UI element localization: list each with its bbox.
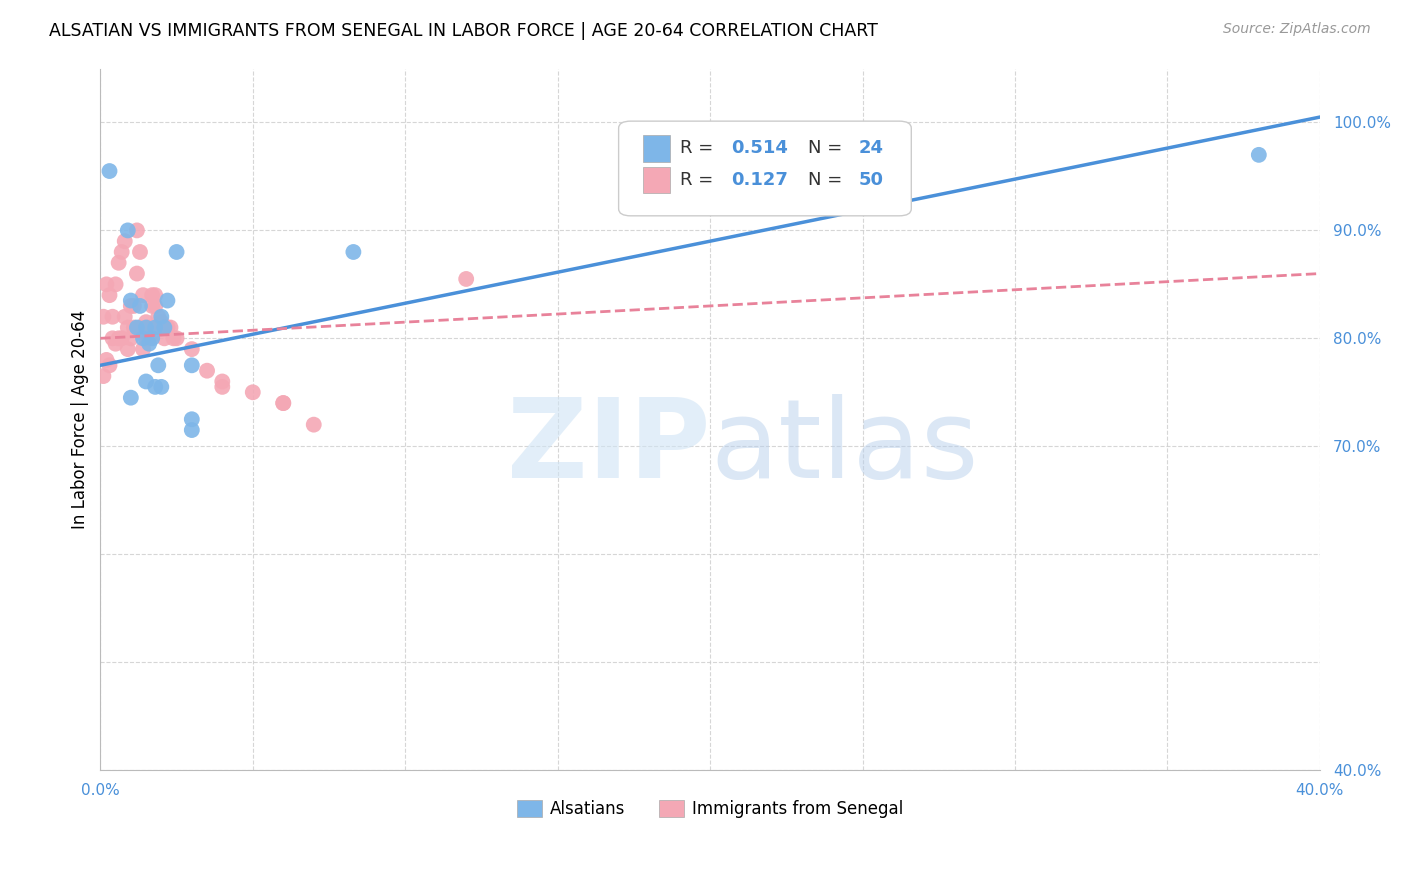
- Point: [135, 320, 157, 334]
- Point: [138, 336, 160, 351]
- Point: [143, 380, 166, 394]
- Text: R =: R =: [679, 171, 718, 189]
- Point: [104, 336, 127, 351]
- Point: [114, 310, 136, 324]
- Point: [125, 267, 148, 281]
- Text: 0.514: 0.514: [731, 139, 787, 158]
- Point: [456, 272, 478, 286]
- Text: 24: 24: [859, 139, 884, 158]
- Point: [271, 396, 294, 410]
- Point: [114, 234, 136, 248]
- Point: [271, 396, 294, 410]
- Point: [117, 320, 139, 334]
- Point: [96, 277, 118, 292]
- Point: [120, 391, 142, 405]
- Point: [98, 288, 121, 302]
- Point: [101, 310, 124, 324]
- Point: [302, 417, 325, 432]
- Text: ALSATIAN VS IMMIGRANTS FROM SENEGAL IN LABOR FORCE | AGE 20-64 CORRELATION CHART: ALSATIAN VS IMMIGRANTS FROM SENEGAL IN L…: [49, 22, 879, 40]
- Point: [107, 331, 129, 345]
- Point: [135, 331, 157, 345]
- Point: [211, 380, 233, 394]
- Text: N =: N =: [807, 139, 848, 158]
- Point: [180, 342, 202, 356]
- Point: [132, 342, 155, 356]
- Point: [166, 244, 188, 259]
- Point: [143, 288, 166, 302]
- Point: [93, 369, 115, 384]
- Point: [195, 364, 218, 378]
- Point: [180, 412, 202, 426]
- Text: R =: R =: [679, 139, 718, 158]
- Point: [129, 320, 152, 334]
- Point: [242, 385, 264, 400]
- Point: [141, 288, 163, 302]
- Text: 50: 50: [859, 171, 884, 189]
- Point: [125, 320, 148, 334]
- FancyBboxPatch shape: [643, 167, 669, 194]
- Point: [122, 320, 145, 334]
- Point: [125, 223, 148, 237]
- Point: [107, 256, 129, 270]
- Point: [104, 277, 127, 292]
- Point: [138, 320, 160, 334]
- Text: atlas: atlas: [710, 393, 979, 500]
- Point: [150, 380, 173, 394]
- Point: [150, 315, 173, 329]
- Point: [156, 320, 179, 334]
- Point: [141, 299, 163, 313]
- Point: [135, 315, 157, 329]
- Point: [129, 299, 152, 313]
- Point: [98, 164, 121, 178]
- Point: [98, 359, 121, 373]
- Y-axis label: In Labor Force | Age 20-64: In Labor Force | Age 20-64: [72, 310, 89, 529]
- Point: [156, 293, 179, 308]
- Point: [120, 299, 142, 313]
- Point: [211, 375, 233, 389]
- Point: [153, 331, 176, 345]
- Point: [150, 310, 173, 324]
- Point: [138, 331, 160, 345]
- Point: [148, 359, 170, 373]
- Text: Source: ZipAtlas.com: Source: ZipAtlas.com: [1223, 22, 1371, 37]
- Text: N =: N =: [807, 171, 848, 189]
- Legend: Alsatians, Immigrants from Senegal: Alsatians, Immigrants from Senegal: [510, 793, 910, 825]
- Point: [132, 331, 155, 345]
- Point: [132, 288, 155, 302]
- Point: [96, 352, 118, 367]
- Point: [117, 342, 139, 356]
- Point: [117, 223, 139, 237]
- Point: [101, 331, 124, 345]
- Point: [775, 191, 797, 205]
- Point: [153, 320, 176, 334]
- FancyBboxPatch shape: [619, 121, 911, 216]
- Point: [120, 293, 142, 308]
- Text: 0.127: 0.127: [731, 171, 787, 189]
- Text: ZIP: ZIP: [506, 393, 710, 500]
- Point: [111, 331, 134, 345]
- Point: [162, 331, 184, 345]
- FancyBboxPatch shape: [643, 136, 669, 161]
- Point: [1247, 148, 1270, 162]
- Point: [150, 320, 173, 334]
- Point: [122, 299, 145, 313]
- Point: [148, 310, 170, 324]
- Point: [111, 244, 134, 259]
- Point: [135, 375, 157, 389]
- Point: [180, 359, 202, 373]
- Point: [156, 320, 179, 334]
- Point: [141, 331, 163, 345]
- Point: [180, 423, 202, 437]
- Point: [342, 244, 364, 259]
- Point: [143, 299, 166, 313]
- Point: [93, 310, 115, 324]
- Point: [120, 331, 142, 345]
- Point: [143, 320, 166, 334]
- Point: [159, 320, 181, 334]
- Point: [166, 331, 188, 345]
- Point: [129, 244, 152, 259]
